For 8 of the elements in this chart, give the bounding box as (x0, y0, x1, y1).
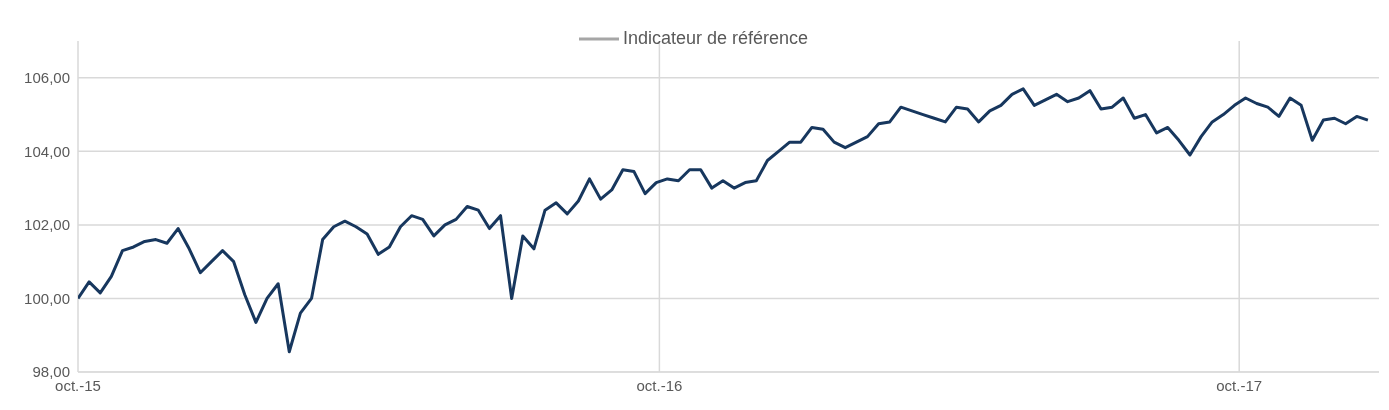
y-tick-label: 100,00 (24, 289, 70, 307)
line-series (78, 87, 1370, 354)
x-tick-label: oct.-16 (636, 376, 683, 394)
legend-label: Indicateur de référence (622, 28, 809, 49)
y-tick-label: 106,00 (24, 69, 70, 87)
y-tick-label: 102,00 (24, 216, 70, 234)
y-tick-label: 104,00 (24, 142, 70, 160)
x-tick-label: oct.-17 (1216, 376, 1263, 394)
